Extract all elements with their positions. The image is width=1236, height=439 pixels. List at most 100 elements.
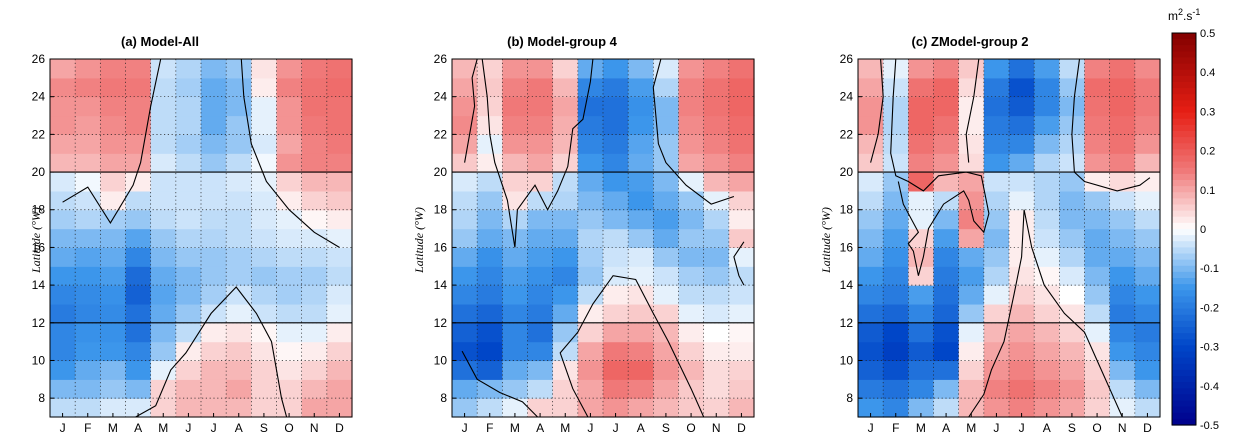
zero-contour-line (870, 58, 884, 163)
plot-frame (49, 58, 353, 418)
heatmap-cell (703, 303, 730, 324)
colorbar-tick-label: 0.2 (1200, 146, 1215, 158)
heatmap-cell (175, 134, 202, 154)
heatmap-cell (983, 398, 1010, 418)
heatmap-cell (201, 209, 227, 230)
heatmap-cell (1084, 341, 1111, 362)
heatmap-cell (603, 303, 629, 324)
colorbar-swatch (1172, 394, 1196, 402)
heatmap-cell (100, 247, 127, 267)
y-tick-label: 26 (434, 52, 448, 66)
heatmap-cell (653, 360, 680, 380)
heatmap-cell (477, 360, 503, 380)
heatmap-cell (552, 115, 579, 135)
heatmap-cell (552, 134, 579, 154)
heatmap-cell (50, 322, 76, 343)
heatmap-cell (1109, 322, 1136, 343)
heatmap-cell (552, 360, 579, 380)
heatmap-cell (1034, 59, 1060, 79)
heatmap-cell (175, 322, 202, 343)
heatmap-cell (603, 285, 629, 305)
heatmap-cell (1084, 190, 1111, 211)
panel-a-cells (50, 59, 353, 418)
heatmap-cell (603, 341, 629, 362)
heatmap-cell (276, 379, 303, 399)
heatmap-cell (75, 247, 101, 267)
heatmap-cell (983, 77, 1010, 98)
heatmap-cell (502, 303, 529, 324)
y-tick-label: 8 (440, 391, 447, 405)
heatmap-cell (452, 379, 478, 399)
x-tick-label: O (284, 421, 293, 435)
heatmap-cell (703, 398, 730, 418)
heatmap-cell (577, 379, 604, 399)
y-tick-label: 14 (32, 278, 46, 292)
heatmap-cell (577, 398, 604, 418)
heatmap-cell (452, 398, 478, 418)
heatmap-cell (125, 134, 152, 154)
colorbar-swatch (1172, 290, 1196, 297)
heatmap-cell (883, 77, 909, 98)
heatmap-cell (150, 209, 177, 230)
heatmap-cell (1134, 266, 1161, 286)
heatmap-cell (983, 322, 1010, 343)
heatmap-cell (1059, 77, 1086, 98)
heatmap-cell (653, 285, 680, 305)
heatmap-cell (201, 303, 227, 324)
heatmap-cell (75, 209, 101, 230)
colorbar-tick-label: -0.4 (1200, 381, 1219, 393)
heatmap-cell (175, 77, 202, 98)
heatmap-cell (75, 172, 101, 192)
heatmap-cell (933, 134, 960, 154)
heatmap-cell (75, 341, 101, 362)
colorbar-swatch (1172, 259, 1196, 267)
heatmap-cell (326, 59, 353, 79)
panel-a-contours (62, 58, 340, 418)
heatmap-cell (75, 96, 101, 117)
heatmap-cell (1059, 360, 1086, 380)
heatmap-cell (1109, 172, 1136, 192)
heatmap-cell (983, 266, 1010, 286)
colorbar-swatch (1172, 388, 1196, 395)
heatmap-cell (1059, 285, 1086, 305)
colorbar-tick-label: 0.3 (1200, 106, 1215, 118)
panel-a-ylabel: Latitude (°W) (29, 207, 43, 274)
panel-c: (c) ZModel-group 2 Latitude (°W) 8 10 12 14… (819, 34, 1161, 435)
heatmap-cell (703, 96, 730, 117)
heatmap-cell (452, 190, 478, 211)
heatmap-cell (226, 266, 252, 286)
heatmap-cell (201, 172, 227, 192)
heatmap-cell (1084, 96, 1111, 117)
heatmap-cell (100, 379, 127, 399)
heatmap-cell (452, 172, 478, 192)
zero-contour-line (968, 209, 1123, 418)
colorbar-swatch (1172, 278, 1196, 285)
heatmap-cell (858, 153, 884, 173)
heatmap-cell (50, 360, 76, 380)
heatmap-cell (175, 398, 202, 418)
heatmap-cell (1084, 303, 1111, 324)
heatmap-cell (226, 59, 252, 79)
y-tick-label: 24 (840, 90, 854, 104)
heatmap-cell (175, 190, 202, 211)
heatmap-cell (603, 115, 629, 135)
x-tick-label: D (1143, 421, 1152, 435)
heatmap-cell (251, 303, 278, 324)
heatmap-cell (1084, 59, 1111, 79)
heatmap-cell (883, 96, 909, 117)
heatmap-cell (883, 115, 909, 135)
colorbar-swatch (1172, 241, 1196, 248)
heatmap-cell (1084, 285, 1111, 305)
heatmap-cell (175, 115, 202, 135)
heatmap-cell (301, 303, 328, 324)
heatmap-cell (502, 77, 529, 98)
heatmap-cell (150, 77, 177, 98)
heatmap-cell (908, 360, 935, 380)
heatmap-cell (958, 172, 985, 192)
heatmap-cell (858, 134, 884, 154)
heatmap-cell (1134, 190, 1161, 211)
heatmap-cell (577, 266, 604, 286)
x-tick-label: D (335, 421, 344, 435)
colorbar: m2.s-1 0.5 0.4 0.3 0.2 0.1 0 -0.1 -0.2 -0.3 -0.4 -… (1168, 7, 1219, 432)
heatmap-cell (50, 228, 76, 249)
